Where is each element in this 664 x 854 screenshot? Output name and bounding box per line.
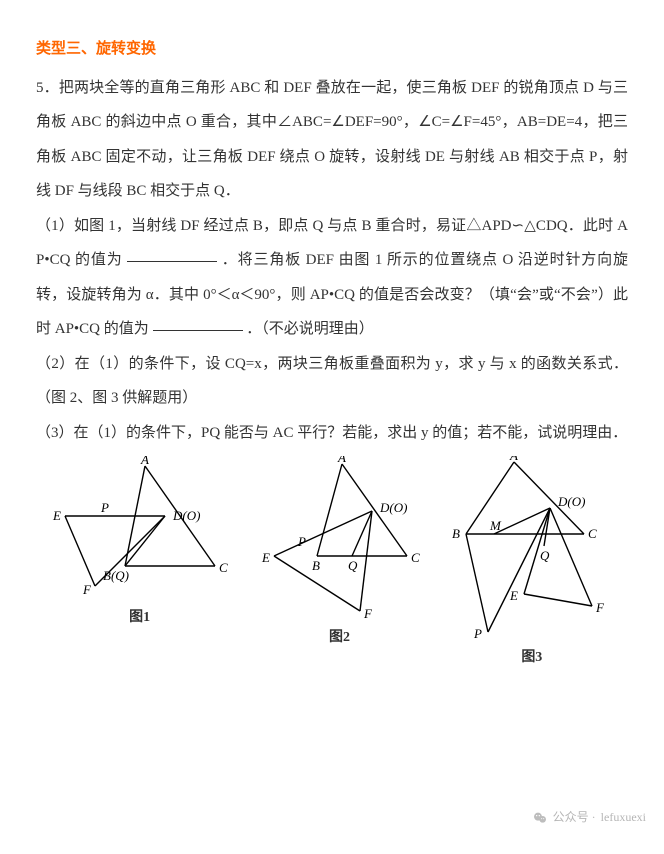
q1-text-c: ．（不必说明理由） <box>246 321 374 337</box>
question-3: （3）在（1）的条件下，PQ 能否与 AC 平行？若能，求出 y 的值；若不能，… <box>36 416 628 451</box>
figures-row: A E P D(O) B(Q) C F 图1 A D(O) P E B Q C F 图2 A D(O) M B Q… <box>36 456 628 667</box>
svg-text:A: A <box>337 456 346 465</box>
figure-1-wrap: A E P D(O) B(Q) C F 图1 <box>45 456 235 627</box>
problem-intro: 5．把两块全等的直角三角形 ABC 和 DEF 叠放在一起，使三角板 DEF 的… <box>36 71 628 209</box>
watermark: 公众号 · lefuxuexi <box>532 804 646 832</box>
svg-text:F: F <box>82 582 92 597</box>
svg-text:Q: Q <box>348 558 358 573</box>
svg-text:F: F <box>595 600 605 615</box>
watermark-name: lefuxuexi <box>601 804 646 832</box>
svg-text:B: B <box>452 526 460 541</box>
svg-text:D(O): D(O) <box>379 500 407 515</box>
figure-2-wrap: A D(O) P E B Q C F 图2 <box>252 456 427 647</box>
svg-text:P: P <box>473 626 482 641</box>
figure-3-label: 图3 <box>521 650 542 667</box>
figure-1: A E P D(O) B(Q) C F <box>45 456 235 606</box>
svg-text:B(Q): B(Q) <box>103 568 129 583</box>
svg-text:P: P <box>297 534 306 549</box>
question-1: （1）如图 1，当射线 DF 经过点 B，即点 Q 与点 B 重合时，易证△AP… <box>36 209 628 347</box>
figure-1-label: 图1 <box>129 610 150 627</box>
svg-text:E: E <box>52 508 61 523</box>
svg-text:C: C <box>588 526 597 541</box>
svg-text:Q: Q <box>540 548 550 563</box>
svg-text:M: M <box>489 518 502 533</box>
figure-2: A D(O) P E B Q C F <box>252 456 427 626</box>
watermark-prefix: 公众号 · <box>553 804 596 832</box>
svg-text:A: A <box>509 456 518 463</box>
figure-3-wrap: A D(O) M B Q C E F P 图3 <box>444 456 619 667</box>
figure-2-label: 图2 <box>329 630 350 647</box>
svg-text:E: E <box>261 550 270 565</box>
figure-3: A D(O) M B Q C E F P <box>444 456 619 646</box>
svg-text:C: C <box>219 560 228 575</box>
svg-text:C: C <box>411 550 420 565</box>
svg-text:P: P <box>100 500 109 515</box>
svg-text:B: B <box>312 558 320 573</box>
svg-text:D(O): D(O) <box>557 494 585 509</box>
blank-2 <box>153 315 243 331</box>
svg-text:D(O): D(O) <box>172 508 200 523</box>
wechat-icon <box>532 810 548 826</box>
question-2: （2）在（1）的条件下，设 CQ=x，两块三角板重叠面积为 y，求 y 与 x … <box>36 347 628 416</box>
svg-text:E: E <box>509 588 518 603</box>
svg-text:A: A <box>140 456 149 467</box>
blank-1 <box>127 246 217 262</box>
section-title: 类型三、旋转变换 <box>36 32 628 67</box>
svg-text:F: F <box>363 606 373 621</box>
